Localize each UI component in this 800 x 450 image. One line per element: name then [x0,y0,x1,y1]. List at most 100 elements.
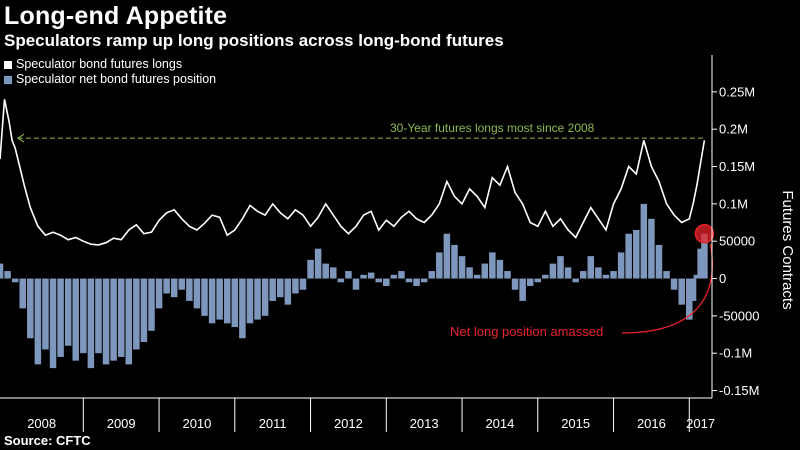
y-tick-label-8: -0.15M [719,383,759,398]
net-bar-90 [678,278,685,305]
net-bar-79 [595,267,602,279]
net-bar-57 [428,271,436,279]
net-bar-32 [239,278,246,339]
net-bar-30 [223,278,231,324]
x-tick-label-4: 2012 [334,416,363,431]
net-bar-38 [284,278,292,305]
longs-series-line [0,99,706,246]
net-bar-33 [246,278,254,324]
net-bar-8 [57,278,64,357]
net-bar-71 [534,278,542,283]
net-bar-52 [390,274,398,279]
net-bar-74 [557,256,564,279]
net-bar-40 [299,278,307,290]
net-bar-1 [4,271,11,279]
net-bar-51 [383,278,390,286]
net-bar-53 [398,271,405,279]
net-bar-20 [148,278,155,331]
net-bar-72 [542,274,549,279]
net-bar-15 [110,278,117,361]
net-bar-61 [458,256,466,279]
net-bar-84 [632,230,640,279]
net-bar-10 [72,278,80,361]
y-tick-label-7: -0.1M [719,346,752,361]
net-bar-4 [27,278,34,339]
net-bar-95 [701,233,708,279]
net-bar-80 [602,274,610,279]
net-bar-70 [526,278,534,286]
net-bar-31 [231,278,239,328]
net-bar-48 [360,274,367,279]
net-bar-34 [254,278,261,320]
net-bar-27 [201,278,208,316]
annotation-label: Net long position amassed [450,324,603,339]
net-bar-0 [0,263,4,279]
legend-item-net: Speculator net bond futures position [4,72,216,87]
net-bar-6 [42,278,49,350]
net-bar-76 [572,278,579,283]
y-tick-label-6: -50000 [719,308,759,323]
net-bar-55 [413,278,420,286]
net-bar-93 [693,274,701,279]
legend-swatch-longs [4,60,12,69]
net-bar-62 [466,267,473,279]
net-bar-82 [617,252,625,279]
net-bar-89 [670,278,678,290]
legend-label-net: Speculator net bond futures position [16,72,217,86]
net-bar-50 [375,278,382,283]
x-tick-label-6: 2014 [485,416,514,431]
net-bar-26 [193,278,201,309]
chart-title: Long-end Appetite [4,2,228,30]
net-bar-11 [80,278,87,354]
net-bar-83 [625,233,632,279]
net-bar-56 [420,278,428,283]
net-bar-78 [587,256,595,279]
net-bar-58 [436,252,443,279]
y-tick-label-5: 0 [719,271,726,286]
net-bar-59 [443,233,451,279]
net-bar-9 [64,278,72,346]
net-bar-64 [481,263,489,279]
net-bar-81 [610,271,617,279]
net-bar-45 [337,278,345,283]
net-bar-47 [352,278,360,290]
x-tick-label-3: 2011 [259,416,287,431]
y-tick-label-2: 0.15M [719,159,755,174]
legend-label-longs: Speculator bond futures longs [16,57,183,71]
net-bar-94 [697,248,704,279]
reference-arrow [17,133,25,143]
net-bar-44 [330,267,337,279]
net-bar-39 [292,278,299,294]
reference-line-group: 30-Year futures longs most since 2008 [17,121,705,143]
net-bar-25 [186,278,193,301]
net-bar-24 [178,278,186,290]
reference-label: 30-Year futures longs most since 2008 [390,121,595,135]
net-bar-54 [405,278,413,283]
y-axis-label: Futures Contracts [779,190,796,309]
y-tick-label-0: 0.25M [719,84,755,99]
y-axis: 0.25M 0.2M 0.15M 0.1M 50000 0 -50000 -0.1M -0.15… [711,55,759,398]
y-tick-label-3: 0.1M [719,196,748,211]
x-axis: 2008 2009 2010 2011 2012 2013 2014 2015 2016 2017 [0,397,715,432]
net-bar-28 [208,278,216,324]
net-bar-86 [648,218,655,279]
net-bar-35 [261,278,269,316]
y-tick-label-1: 0.2M [719,122,748,137]
x-tick-label-8: 2016 [637,416,666,431]
net-bar-92 [689,278,697,301]
net-bar-60 [451,244,458,279]
chart-subtitle: Speculators ramp up long positions acros… [4,31,504,50]
net-bar-37 [276,278,284,298]
legend-item-longs: Speculator bond futures longs [4,57,216,72]
net-bar-19 [140,278,148,342]
x-tick-label-9: 2017 [686,416,715,431]
net-bar-75 [564,267,572,279]
net-bar-22 [163,278,170,294]
net-bar-41 [307,259,314,279]
y-tick-label-4: 50000 [719,234,755,249]
net-bar-43 [322,263,329,279]
net-bar-49 [367,272,375,279]
net-bar-46 [345,271,352,279]
x-tick-label-1: 2009 [107,416,136,431]
